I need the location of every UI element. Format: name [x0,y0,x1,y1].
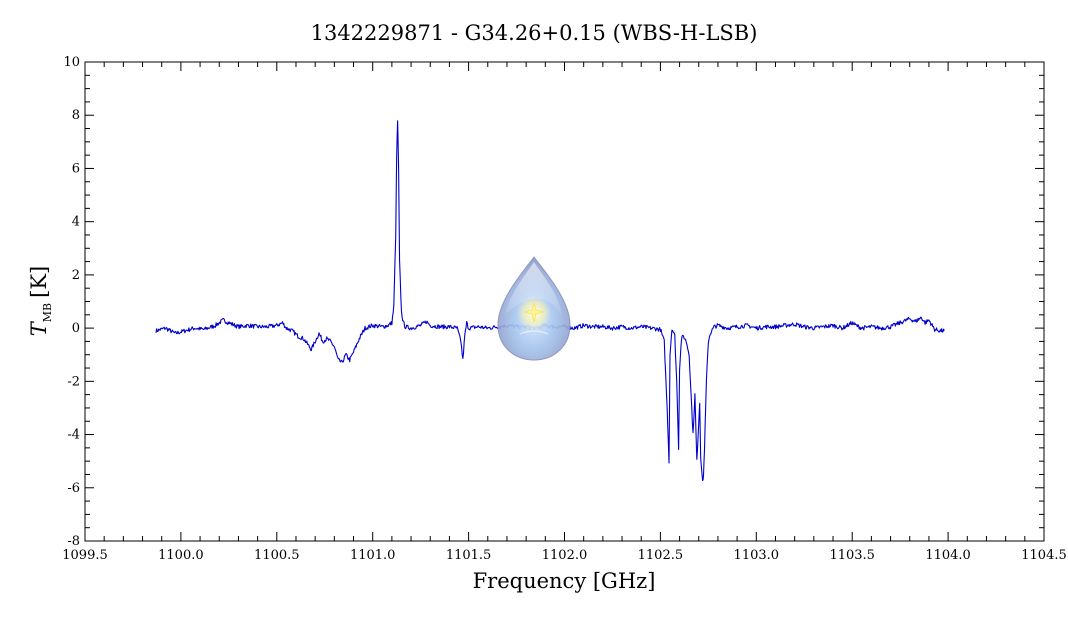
y-tick-label: 4 [72,215,80,230]
x-axis-label: Frequency [GHz] [473,569,656,593]
y-axis-symbol: T [27,320,51,336]
y-tick-label: 6 [72,161,80,176]
x-tick-label: 1104.0 [925,548,971,563]
plot-frame [84,61,1045,542]
chart-title: 1342229871 - G34.26+0.15 (WBS-H-LSB) [311,21,758,45]
y-tick-labels: -8 -6 -4 -2 0 2 4 6 8 10 [63,55,80,549]
x-tick-label: 1100.5 [254,548,300,563]
y-tick-label: -6 [67,481,80,496]
x-tick-label: 1101.0 [350,548,396,563]
hifi-droplet-logo-icon [497,256,571,361]
x-tick-label: 1102.0 [542,548,588,563]
y-axis-label: TMB [K] [27,266,54,336]
y-tick-label: -2 [67,374,80,389]
y-tick-label: -4 [67,428,80,443]
y-tick-label: -8 [67,534,80,549]
x-tick-label: 1101.5 [446,548,492,563]
x-tick-label: 1102.5 [638,548,684,563]
x-tick-labels: 1099.5 1100.0 1100.5 1101.0 1101.5 1102.0 1102… [62,548,1067,563]
x-tick-label: 1100.0 [158,548,204,563]
y-tick-label: 8 [72,108,80,123]
y-tick-label: 0 [72,321,80,336]
y-axis-subscript: MB [41,303,54,322]
y-axis-unit: [K] [27,266,51,298]
y-tick-label: 10 [63,55,80,70]
y-tick-label: 2 [72,268,80,283]
x-tick-label: 1104.5 [1021,548,1067,563]
x-tick-label: 1103.0 [734,548,780,563]
x-tick-label: 1099.5 [62,548,108,563]
x-tick-label: 1103.5 [829,548,875,563]
